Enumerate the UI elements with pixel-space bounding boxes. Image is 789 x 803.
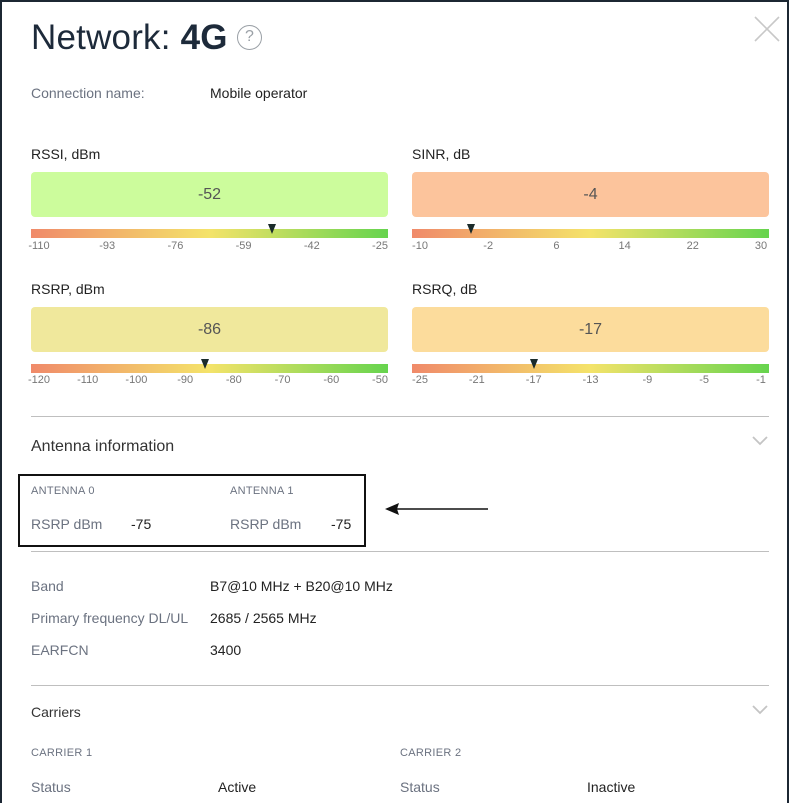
chevron-down-icon[interactable] — [751, 704, 769, 716]
carrier-1-name: CARRIER 1 — [31, 747, 93, 759]
rsrq-title: RSRQ, dB — [412, 281, 478, 297]
earfcn-value: 3400 — [210, 642, 242, 658]
scale-tick-label: -25 — [372, 240, 388, 252]
sinr-title: SINR, dB — [412, 146, 471, 162]
connection-name-value: Mobile operator — [210, 85, 308, 101]
page-title: Network: 4G — [31, 18, 228, 58]
scale-tick-label: -100 — [125, 374, 148, 386]
scale-tick-label: -2 — [483, 240, 494, 252]
rsrp-scale — [31, 359, 388, 373]
scale-tick-label: 22 — [686, 240, 699, 252]
connection-name-label: Connection name: — [31, 85, 145, 101]
scale-tick-label: -42 — [303, 240, 320, 252]
scale-tick-label: 30 — [754, 240, 768, 252]
antenna-1-metric-value: -75 — [331, 516, 352, 532]
scale-marker — [267, 224, 276, 234]
scale-tick-label: -25 — [412, 374, 428, 386]
help-icon[interactable]: ? — [237, 25, 262, 50]
carrier-2-status-label: Status — [400, 779, 440, 795]
scale-marker — [529, 359, 538, 369]
scale-tick-label: -10 — [412, 240, 428, 252]
scale-tick-label: -60 — [323, 374, 340, 386]
title-network-type: 4G — [180, 18, 228, 57]
rsrp-title: RSRP, dBm — [31, 281, 105, 297]
antenna-0-metric-value: -75 — [131, 516, 152, 532]
rssi-scale — [31, 224, 388, 238]
antenna-highlight-box — [18, 474, 366, 547]
carrier-1-status-label: Status — [31, 779, 71, 795]
scale-tick-label: -13 — [582, 374, 599, 386]
rssi-title: RSSI, dBm — [31, 146, 101, 162]
primary-frequency-value: 2685 / 2565 MHz — [210, 610, 317, 626]
scale-tick-label: -59 — [235, 240, 252, 252]
rsrq-ticks: -25 -21 -17 -13 -9 -5 -1 — [412, 374, 769, 388]
scale-tick-label: -110 — [77, 374, 99, 386]
rsrp-ticks: -120 -110 -100 -90 -80 -70 -60 -50 — [27, 374, 388, 388]
carrier-1-status-value: Active — [218, 779, 257, 795]
chevron-down-icon[interactable] — [751, 435, 769, 447]
rssi-value-box: -52 — [31, 172, 388, 217]
section-divider — [31, 685, 769, 686]
scale-tick-label: -110 — [28, 240, 50, 252]
scale-tick-label: -120 — [27, 374, 51, 386]
band-label: Band — [31, 578, 64, 594]
rsrq-scale — [412, 359, 769, 373]
scale-tick-label: -50 — [372, 374, 388, 386]
scale-tick-label: 6 — [553, 240, 560, 252]
antenna-section-title[interactable]: Antenna information — [31, 438, 175, 455]
scale-tick-label: -90 — [177, 374, 194, 386]
scale-marker — [200, 359, 209, 369]
scale-tick-label: -93 — [99, 240, 116, 252]
antenna-0-metric-label: RSRP dBm — [31, 516, 103, 532]
scale-tick-label: -21 — [468, 374, 485, 386]
arrow-left-icon — [385, 503, 488, 515]
carrier-2-status-value: Inactive — [587, 779, 636, 795]
rssi-ticks: -110 -93 -76 -59 -42 -25 — [28, 240, 388, 254]
carriers-section-title[interactable]: Carriers — [31, 704, 81, 720]
rsrp-value-box: -86 — [31, 307, 388, 352]
scale-tick-label: -80 — [225, 374, 242, 386]
scale-tick-label: -76 — [167, 240, 184, 252]
scale-tick-label: -5 — [699, 374, 710, 386]
antenna-1-name: ANTENNA 1 — [230, 485, 294, 497]
scale-tick-label: 14 — [618, 240, 631, 252]
scale-tick-label: -9 — [642, 374, 653, 386]
title-prefix: Network: — [31, 18, 171, 57]
section-divider — [31, 416, 769, 417]
primary-frequency-label: Primary frequency DL/UL — [31, 610, 189, 626]
sinr-ticks: -10 -2 6 14 22 30 — [412, 240, 769, 254]
scale-tick-label: -17 — [525, 374, 542, 386]
close-icon[interactable] — [753, 15, 781, 43]
antenna-1-metric-label: RSRP dBm — [230, 516, 302, 532]
sinr-scale — [412, 224, 769, 238]
scale-tick-label: -70 — [274, 374, 291, 386]
earfcn-label: EARFCN — [31, 642, 89, 658]
section-divider — [31, 551, 769, 552]
carrier-2-name: CARRIER 2 — [400, 747, 462, 759]
antenna-0-name: ANTENNA 0 — [31, 485, 95, 497]
scale-tick-label: -1 — [756, 374, 766, 386]
band-value: B7@10 MHz + B20@10 MHz — [210, 578, 393, 594]
scale-marker — [467, 224, 476, 234]
sinr-value-box: -4 — [412, 172, 769, 217]
rsrq-value-box: -17 — [412, 307, 769, 352]
